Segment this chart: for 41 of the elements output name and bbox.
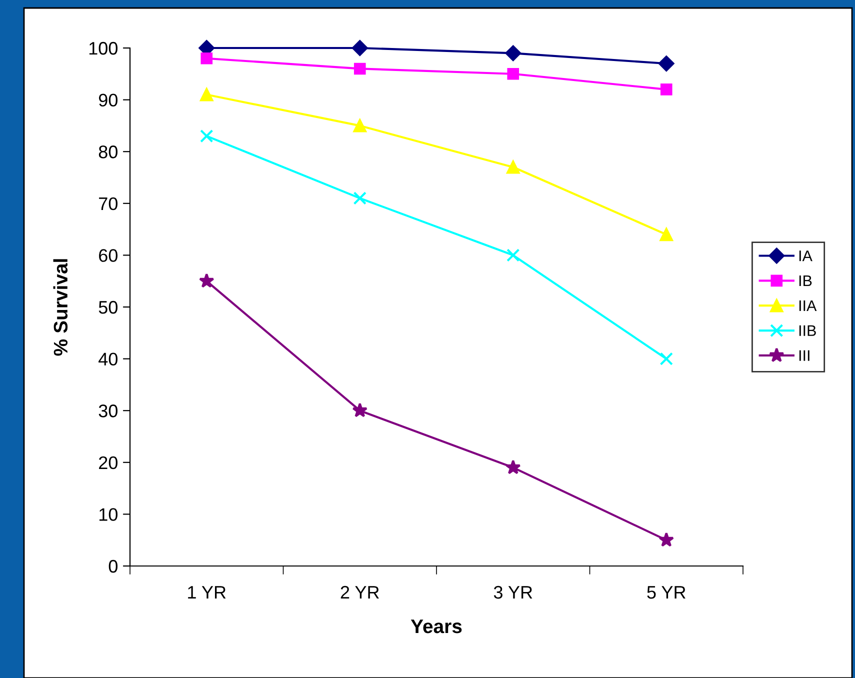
y-axis-title: % Survival — [53, 259, 68, 356]
point — [198, 273, 214, 288]
point — [505, 45, 522, 62]
point — [353, 119, 366, 132]
point — [505, 460, 521, 474]
y-tick-label: 0 — [108, 560, 118, 573]
point — [200, 129, 214, 143]
x-axis-title: Years — [410, 620, 462, 634]
point — [507, 68, 520, 80]
y-tick-label: 50 — [98, 300, 118, 314]
y-tick-label: 10 — [99, 508, 118, 521]
point — [200, 52, 213, 64]
point — [354, 62, 366, 75]
point — [506, 160, 520, 174]
y-tick-label: 80 — [98, 146, 118, 158]
x-tick-label: 1 YR — [188, 586, 226, 599]
point — [200, 88, 214, 102]
x-tick-label: 5 YR — [647, 586, 686, 599]
legend-label: IA — [799, 250, 812, 262]
point — [658, 532, 674, 547]
x-tick-label: 2 YR — [340, 586, 379, 599]
point — [660, 352, 673, 366]
legend-label: IIA — [799, 300, 817, 311]
point — [353, 192, 366, 205]
y-tick-label: 20 — [99, 456, 118, 470]
point — [352, 40, 368, 56]
legend-label: III — [799, 350, 810, 361]
y-tick-label: 40 — [98, 352, 118, 366]
y-tick-label: 100 — [89, 42, 118, 55]
x-tick-label: 3 YR — [494, 586, 532, 599]
point — [660, 84, 672, 96]
y-tick-label: 70 — [99, 197, 118, 210]
point — [660, 228, 673, 242]
y-tick-label: 60 — [99, 249, 118, 262]
point — [658, 56, 674, 72]
y-tick-label: 90 — [98, 94, 118, 107]
point — [506, 248, 520, 262]
legend-label: IIB — [799, 325, 816, 336]
point — [352, 402, 368, 418]
y-tick-label: 30 — [98, 404, 118, 418]
legend-label: IB — [799, 276, 812, 286]
